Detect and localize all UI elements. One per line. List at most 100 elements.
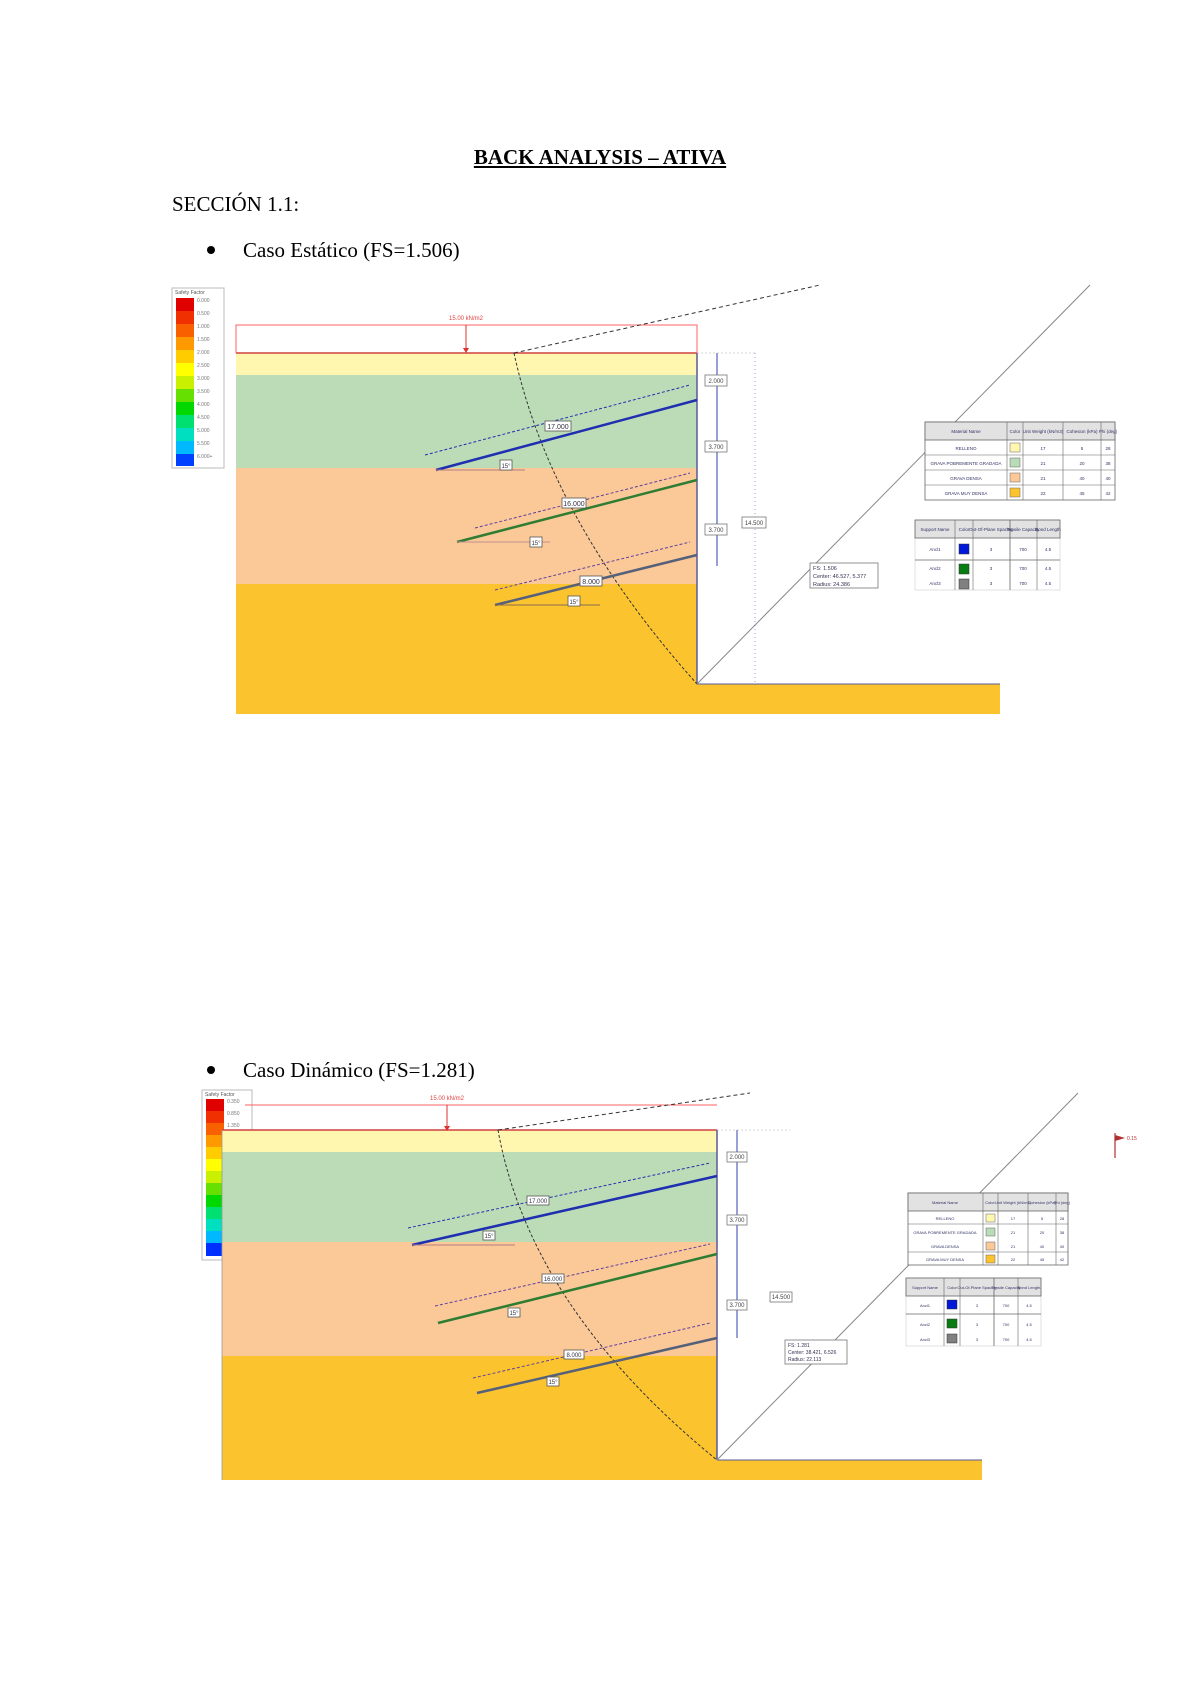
dimension-lines: 2.000 3.700 3.700 14.500 [697, 352, 767, 684]
anchor-2: 16.000 15° [456, 472, 698, 548]
svg-text:FS: 1.506: FS: 1.506 [813, 566, 837, 572]
soil-profile [236, 352, 1000, 714]
svg-text:4.5: 4.5 [1026, 1322, 1032, 1327]
svg-text:Center: 46.527, 5.377: Center: 46.527, 5.377 [813, 574, 866, 580]
svg-text:GRAVA MUY DENSA: GRAVA MUY DENSA [945, 491, 988, 496]
svg-text:Ancl2: Ancl2 [920, 1322, 931, 1327]
svg-text:8.000: 8.000 [582, 579, 600, 586]
svg-text:Bond Length: Bond Length [1035, 527, 1061, 532]
svg-text:1.350: 1.350 [227, 1123, 240, 1129]
svg-text:2.000: 2.000 [197, 350, 210, 356]
svg-text:15.00 kN/m2: 15.00 kN/m2 [449, 316, 484, 322]
svg-text:16.000: 16.000 [544, 1277, 563, 1283]
svg-text:700: 700 [1019, 581, 1027, 586]
anchor-2: 16.000 15° [434, 1243, 718, 1325]
bullet-icon [207, 1066, 215, 1075]
supports-table: Support Name Color Out-Of-Plane Spacing … [914, 519, 1061, 591]
svg-text:Bond Length: Bond Length [1018, 1285, 1041, 1290]
svg-text:38: 38 [1060, 1230, 1065, 1235]
svg-text:2.000: 2.000 [708, 379, 724, 385]
materials-table: Material Name Color Unit Weight (kN/m3) … [907, 1192, 1071, 1266]
svg-text:Color: Color [985, 1200, 995, 1205]
svg-text:21: 21 [1011, 1244, 1016, 1249]
svg-text:Phi (deg): Phi (deg) [1099, 429, 1118, 434]
bullet-icon [207, 246, 215, 255]
svg-text:2.500: 2.500 [197, 363, 210, 369]
svg-text:3: 3 [990, 547, 993, 552]
svg-text:17.000: 17.000 [547, 424, 569, 431]
svg-text:5.500: 5.500 [197, 441, 210, 447]
svg-text:22: 22 [1040, 491, 1046, 496]
svg-text:3: 3 [976, 1322, 979, 1327]
svg-text:Ancl1: Ancl1 [920, 1303, 931, 1308]
svg-text:3.700: 3.700 [729, 1218, 745, 1224]
svg-text:20: 20 [1079, 461, 1085, 466]
svg-text:16.000: 16.000 [563, 501, 585, 508]
svg-text:21: 21 [1011, 1230, 1016, 1235]
svg-text:28: 28 [1060, 1216, 1065, 1221]
safety-factor-legend: Safety Factor 0.000 0.500 1.000 1.500 2.… [171, 287, 225, 469]
anchor-1: 17.000 15° [424, 384, 698, 472]
svg-text:Safety Factor: Safety Factor [205, 1092, 235, 1098]
svg-text:GRAVA POBREMENTE GRADADA: GRAVA POBREMENTE GRADADA [930, 461, 1001, 466]
svg-text:40: 40 [1105, 476, 1111, 481]
svg-text:28: 28 [1105, 446, 1111, 451]
svg-text:45: 45 [1079, 491, 1085, 496]
svg-text:Out-Of-Plane Spacing: Out-Of-Plane Spacing [957, 1285, 996, 1290]
svg-text:3.000: 3.000 [197, 376, 210, 382]
svg-text:Tensile Capacity: Tensile Capacity [1007, 527, 1041, 532]
svg-text:3.700: 3.700 [708, 445, 724, 451]
svg-text:Radius: 22.113: Radius: 22.113 [788, 1357, 821, 1363]
svg-text:15°: 15° [501, 464, 511, 470]
svg-text:Unit Weight (kN/m3): Unit Weight (kN/m3) [1023, 429, 1064, 434]
grid-line [696, 284, 1091, 685]
svg-text:1.000: 1.000 [197, 324, 210, 330]
dimension-lines: 2.000 3.700 3.700 14.500 [717, 1129, 793, 1338]
svg-text:Center: 38.421, 6.526: Center: 38.421, 6.526 [788, 1350, 837, 1356]
svg-text:700: 700 [1019, 547, 1027, 552]
document-title: BACK ANALYSIS – ATIVA [473, 145, 727, 169]
svg-text:40: 40 [1060, 1244, 1065, 1249]
svg-text:Out-Of-Plane Spacing: Out-Of-Plane Spacing [969, 527, 1014, 532]
slip-surface [513, 352, 698, 685]
svg-text:2.000: 2.000 [729, 1155, 745, 1161]
case-static-heading: Caso Estático (FS=1.506) [207, 238, 460, 263]
svg-text:17.000: 17.000 [529, 1199, 548, 1205]
svg-text:0.500: 0.500 [197, 311, 210, 317]
svg-text:GRAVA POBREMENTE GRADADA: GRAVA POBREMENTE GRADADA [913, 1230, 977, 1235]
svg-text:4.5: 4.5 [1026, 1337, 1032, 1342]
svg-text:Unit Weight (kN/m3): Unit Weight (kN/m3) [995, 1200, 1032, 1205]
case-dynamic-heading: Caso Dinámico (FS=1.281) [207, 1058, 475, 1083]
svg-text:17: 17 [1011, 1216, 1016, 1221]
svg-text:700: 700 [1003, 1303, 1010, 1308]
svg-text:40: 40 [1079, 476, 1085, 481]
svg-text:14.500: 14.500 [772, 1295, 791, 1301]
svg-text:3.700: 3.700 [729, 1303, 745, 1309]
svg-text:1.500: 1.500 [197, 337, 210, 343]
fs-info-box: FS: 1.506 Center: 46.527, 5.377 Radius: … [809, 562, 879, 589]
svg-text:22: 22 [1011, 1257, 1016, 1262]
svg-text:Safety Factor: Safety Factor [175, 290, 205, 296]
svg-text:Cohesion (kPa): Cohesion (kPa) [1028, 1200, 1056, 1205]
svg-text:Cohesion (kPa): Cohesion (kPa) [1066, 429, 1098, 434]
svg-text:42: 42 [1060, 1257, 1065, 1262]
svg-text:GRAVA DENSA: GRAVA DENSA [950, 476, 982, 481]
svg-text:Color: Color [959, 527, 970, 532]
svg-text:4.5: 4.5 [1045, 547, 1052, 552]
svg-text:0.350: 0.350 [227, 1099, 240, 1105]
fs-info-box: FS: 1.281 Center: 38.421, 6.526 Radius: … [784, 1339, 848, 1365]
svg-text:45: 45 [1040, 1257, 1045, 1262]
svg-text:Ancl1: Ancl1 [929, 547, 941, 552]
svg-text:700: 700 [1003, 1322, 1010, 1327]
svg-text:4.000: 4.000 [197, 402, 210, 408]
anchor-3: 8.000 15° [472, 1322, 718, 1395]
materials-table: Material Name Color Unit Weight (kN/m3) … [924, 421, 1118, 501]
svg-text:15°: 15° [509, 1311, 519, 1317]
figure-dynamic-case: Safety Factor 0.350 0.850 1.350 1.850 2.… [200, 1088, 1160, 1488]
svg-text:0.850: 0.850 [227, 1111, 240, 1117]
svg-text:700: 700 [1019, 566, 1027, 571]
svg-text:17: 17 [1040, 446, 1046, 451]
svg-text:4.5: 4.5 [1026, 1303, 1032, 1308]
svg-text:Support Name: Support Name [912, 1285, 939, 1290]
svg-text:3: 3 [976, 1303, 979, 1308]
